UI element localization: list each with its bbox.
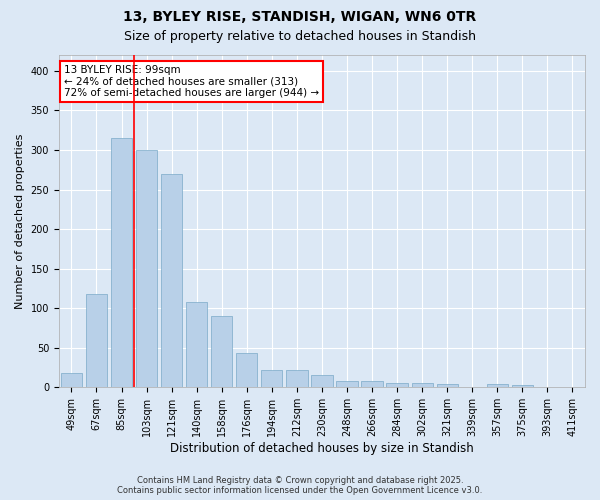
Bar (386, 384, 408, 388)
Bar (136, 150, 157, 388)
Bar (461, 386, 483, 388)
Text: Size of property relative to detached houses in Standish: Size of property relative to detached ho… (124, 30, 476, 43)
Bar (111, 138, 132, 388)
Text: 13 BYLEY RISE: 99sqm
← 24% of detached houses are smaller (313)
72% of semi-deta: 13 BYLEY RISE: 99sqm ← 24% of detached h… (64, 65, 319, 98)
Bar (537, 386, 558, 388)
Bar (236, 354, 257, 388)
Bar (311, 376, 332, 388)
X-axis label: Distribution of detached houses by size in Standish: Distribution of detached houses by size … (170, 442, 474, 455)
Bar (361, 381, 383, 388)
Text: 13, BYLEY RISE, STANDISH, WIGAN, WN6 0TR: 13, BYLEY RISE, STANDISH, WIGAN, WN6 0TR (124, 10, 476, 24)
Y-axis label: Number of detached properties: Number of detached properties (15, 134, 25, 309)
Text: Contains HM Land Registry data © Crown copyright and database right 2025.
Contai: Contains HM Land Registry data © Crown c… (118, 476, 482, 495)
Bar (86, 294, 107, 388)
Bar (261, 370, 283, 388)
Bar (61, 373, 82, 388)
Bar (487, 384, 508, 388)
Bar (512, 385, 533, 388)
Bar (211, 316, 232, 388)
Bar (286, 370, 308, 388)
Bar (337, 381, 358, 388)
Bar (161, 174, 182, 388)
Bar (562, 386, 583, 388)
Bar (437, 384, 458, 388)
Bar (186, 302, 208, 388)
Bar (412, 384, 433, 388)
